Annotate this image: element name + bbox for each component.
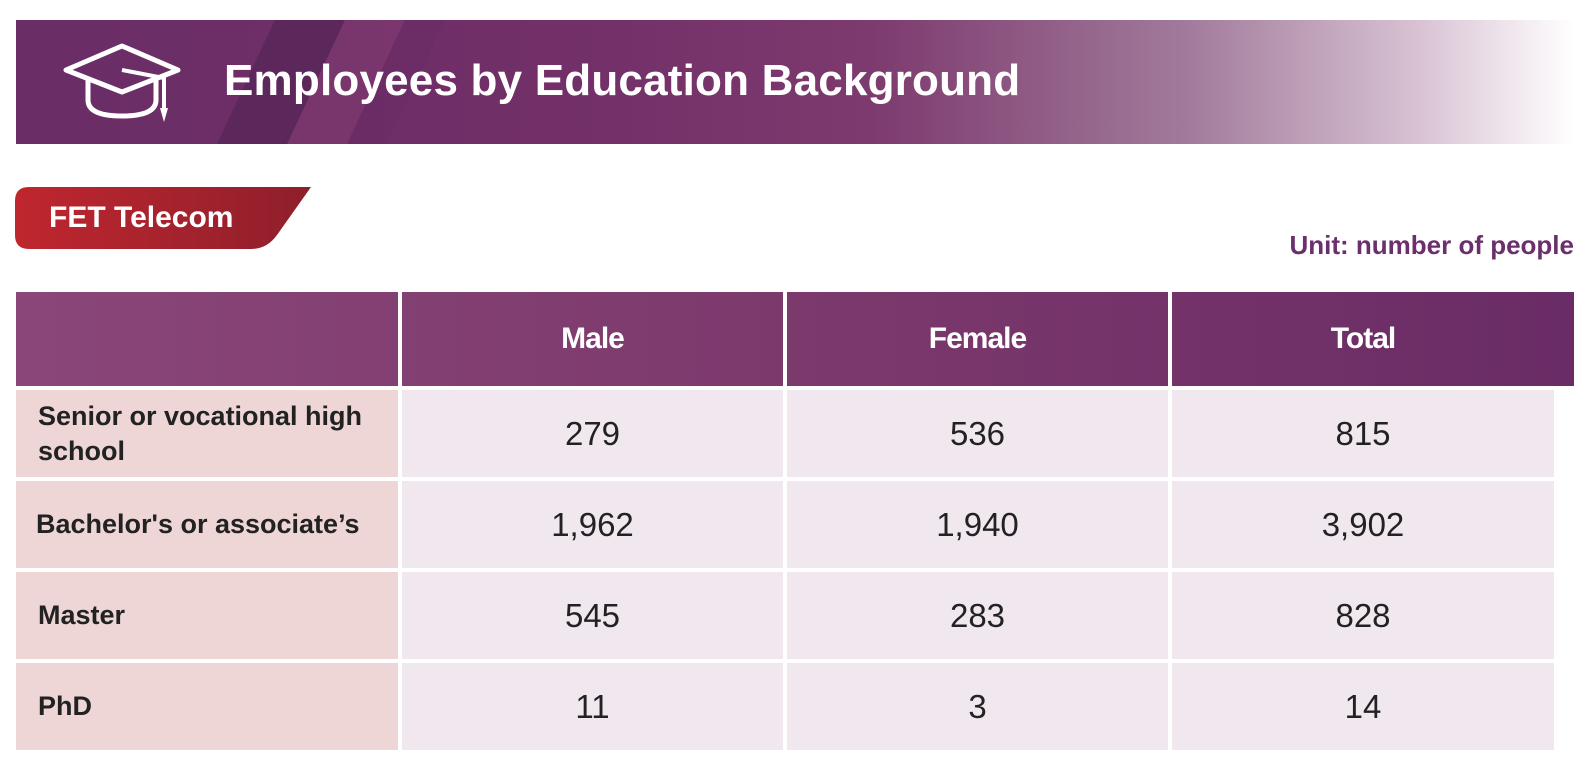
graduation-cap-icon xyxy=(63,43,181,122)
female-count: 1,940 xyxy=(787,481,1168,568)
table-row: PhD 11 3 14 xyxy=(16,663,1574,750)
header-cell-empty xyxy=(16,292,398,386)
header-cell-total: Total xyxy=(1168,292,1554,386)
row-label: Senior or vocational high school xyxy=(16,390,398,477)
total-count: 14 xyxy=(1172,663,1554,750)
total-count: 3,902 xyxy=(1172,481,1554,568)
table-row: Master 545 283 828 xyxy=(16,572,1574,659)
female-count: 283 xyxy=(787,572,1168,659)
row-label: PhD xyxy=(16,663,398,750)
header-cell-male: Male xyxy=(398,292,783,386)
male-count: 11 xyxy=(402,663,783,750)
total-count: 815 xyxy=(1172,390,1554,477)
total-count: 828 xyxy=(1172,572,1554,659)
header-cell-female: Female xyxy=(783,292,1168,386)
title-banner: Employees by Education Background xyxy=(16,20,1574,144)
education-table: Male Female Total Senior or vocational h… xyxy=(16,292,1574,754)
table-row: Bachelor's or associate’s 1,962 1,940 3,… xyxy=(16,481,1574,568)
page-title: Employees by Education Background xyxy=(224,56,1021,105)
male-count: 1,962 xyxy=(402,481,783,568)
row-label: Master xyxy=(16,572,398,659)
unit-note: Unit: number of people xyxy=(1289,230,1574,260)
table-header-row: Male Female Total xyxy=(16,292,1574,386)
female-count: 536 xyxy=(787,390,1168,477)
table-row: Senior or vocational high school 279 536… xyxy=(16,390,1574,477)
female-count: 3 xyxy=(787,663,1168,750)
male-count: 545 xyxy=(402,572,783,659)
company-tag-shape xyxy=(15,187,311,249)
company-tag: FET Telecom xyxy=(15,187,311,249)
company-name: FET Telecom xyxy=(49,201,234,234)
row-label: Bachelor's or associate’s xyxy=(16,481,398,568)
male-count: 279 xyxy=(402,390,783,477)
